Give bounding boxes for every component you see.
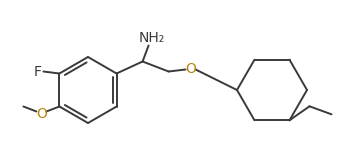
Text: O: O [36,107,47,121]
Text: O: O [185,62,196,76]
Text: F: F [34,64,41,78]
Text: NH₂: NH₂ [138,31,165,45]
